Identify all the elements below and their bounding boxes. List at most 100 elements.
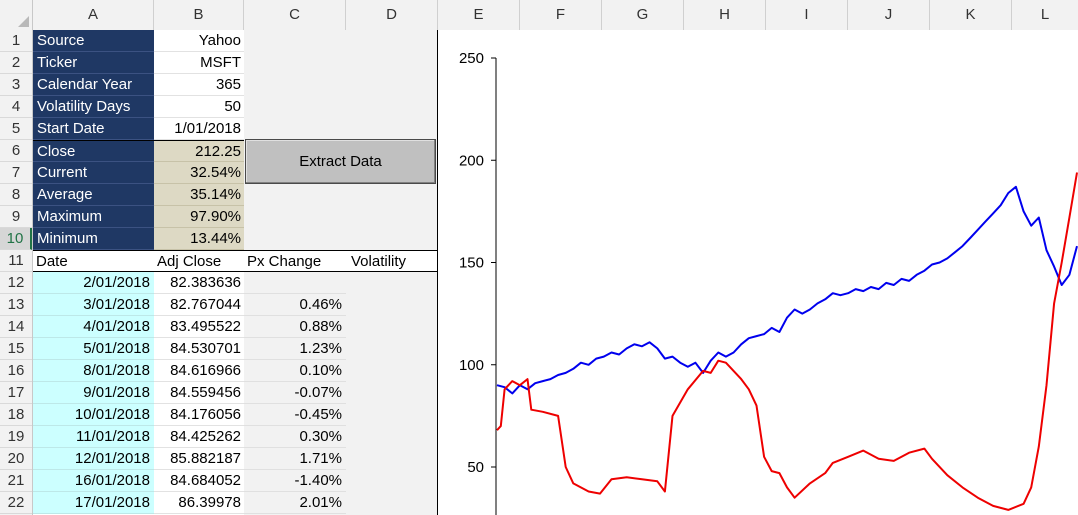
row-header-1[interactable]: 1 — [0, 30, 32, 52]
table-row-px-change[interactable]: -0.07% — [244, 382, 346, 404]
table-header-px-change[interactable]: Px Change — [244, 250, 346, 272]
table-row-date[interactable]: 5/01/2018 — [33, 338, 154, 360]
row-header-4[interactable]: 4 — [0, 96, 32, 118]
row-header-16[interactable]: 16 — [0, 360, 32, 382]
row-header-21[interactable]: 21 — [0, 470, 32, 492]
table-row-adj-close[interactable]: 84.616966 — [154, 360, 244, 382]
row-header-13[interactable]: 13 — [0, 294, 32, 316]
table-row-px-change[interactable]: 0.88% — [244, 316, 346, 338]
row-header-6[interactable]: 6 — [0, 140, 32, 162]
row-header-11[interactable]: 11 — [0, 250, 32, 272]
table-row-date[interactable]: 16/01/2018 — [33, 470, 154, 492]
stat-label-maximum[interactable]: Maximum — [33, 206, 154, 228]
stat-value-average[interactable]: 35.14% — [154, 184, 244, 206]
row-header-17[interactable]: 17 — [0, 382, 32, 404]
stat-label-current[interactable]: Current — [33, 162, 154, 184]
table-row-px-change[interactable]: 0.30% — [244, 426, 346, 448]
param-label-source[interactable]: Source — [33, 30, 154, 52]
col-header-A[interactable]: A — [33, 0, 154, 30]
table-row-date[interactable]: 11/01/2018 — [33, 426, 154, 448]
table-header-date[interactable]: Date — [33, 250, 154, 272]
extract-data-button[interactable]: Extract Data — [245, 139, 436, 184]
param-label-start-date[interactable]: Start Date — [33, 118, 154, 140]
table-row-adj-close[interactable]: 84.425262 — [154, 426, 244, 448]
table-row-date[interactable]: 9/01/2018 — [33, 382, 154, 404]
param-label-ticker[interactable]: Ticker — [33, 52, 154, 74]
table-row-date[interactable]: 8/01/2018 — [33, 360, 154, 382]
y-tick-label: 150 — [459, 255, 484, 272]
table-row-px-change[interactable]: 2.01% — [244, 492, 346, 514]
table-row-px-change[interactable] — [244, 272, 346, 294]
row-header-10[interactable]: 10 — [0, 228, 32, 250]
row-header-19[interactable]: 19 — [0, 426, 32, 448]
stat-value-current[interactable]: 32.54% — [154, 162, 244, 184]
table-row-px-change[interactable]: 0.10% — [244, 360, 346, 382]
table-header-adj-close[interactable]: Adj Close — [154, 250, 244, 272]
row-header-22[interactable]: 22 — [0, 492, 32, 514]
table-row-date[interactable]: 10/01/2018 — [33, 404, 154, 426]
col-header-I[interactable]: I — [766, 0, 848, 30]
row-header-15[interactable]: 15 — [0, 338, 32, 360]
select-all-corner[interactable] — [0, 0, 33, 30]
row-header-18[interactable]: 18 — [0, 404, 32, 426]
table-row-px-change[interactable]: -0.45% — [244, 404, 346, 426]
table-row-date[interactable]: 2/01/2018 — [33, 272, 154, 294]
table-row-px-change[interactable]: 1.71% — [244, 448, 346, 470]
table-row-adj-close[interactable]: 86.39978 — [154, 492, 244, 514]
table-row-date[interactable]: 12/01/2018 — [33, 448, 154, 470]
param-value-ticker[interactable]: MSFT — [154, 52, 244, 74]
row-header-9[interactable]: 9 — [0, 206, 32, 228]
param-label-volatility-days[interactable]: Volatility Days — [33, 96, 154, 118]
col-header-D[interactable]: D — [346, 0, 438, 30]
stat-label-close[interactable]: Close — [33, 140, 154, 162]
table-row-adj-close[interactable]: 84.530701 — [154, 338, 244, 360]
row-header-20[interactable]: 20 — [0, 448, 32, 470]
col-header-B[interactable]: B — [154, 0, 244, 30]
col-header-E[interactable]: E — [438, 0, 520, 30]
table-row-adj-close[interactable]: 84.559456 — [154, 382, 244, 404]
param-value-volatility-days[interactable]: 50 — [154, 96, 244, 118]
y-tick-label: 250 — [459, 50, 484, 67]
y-tick-label: 50 — [467, 459, 484, 476]
table-row-px-change[interactable]: 1.23% — [244, 338, 346, 360]
table-row-adj-close[interactable]: 84.176056 — [154, 404, 244, 426]
col-header-G[interactable]: G — [602, 0, 684, 30]
table-row-adj-close[interactable]: 83.495522 — [154, 316, 244, 338]
param-label-calendar-year[interactable]: Calendar Year — [33, 74, 154, 96]
stat-label-minimum[interactable]: Minimum — [33, 228, 154, 250]
param-value-calendar-year[interactable]: 365 — [154, 74, 244, 96]
row-header-5[interactable]: 5 — [0, 118, 32, 140]
table-row-adj-close[interactable]: 84.684052 — [154, 470, 244, 492]
price-volatility-chart[interactable]: 250 200 150 100 50 — [438, 30, 1078, 515]
table-row-adj-close[interactable]: 85.882187 — [154, 448, 244, 470]
worksheet-grid: Source Yahoo Ticker MSFT Calendar Year 3… — [33, 30, 1078, 515]
table-row-date[interactable]: 3/01/2018 — [33, 294, 154, 316]
col-header-C[interactable]: C — [244, 0, 346, 30]
col-header-H[interactable]: H — [684, 0, 766, 30]
col-header-L[interactable]: L — [1040, 6, 1050, 23]
row-header-2[interactable]: 2 — [0, 52, 32, 74]
col-header-F[interactable]: F — [520, 0, 602, 30]
y-tick-label: 100 — [459, 357, 484, 374]
stat-value-close[interactable]: 212.25 — [154, 140, 244, 162]
stat-value-maximum[interactable]: 97.90% — [154, 206, 244, 228]
stat-label-average[interactable]: Average — [33, 184, 154, 206]
chart-y-axis: 250 200 150 100 50 — [459, 50, 497, 515]
stat-value-minimum[interactable]: 13.44% — [154, 228, 244, 250]
table-row-adj-close[interactable]: 82.383636 — [154, 272, 244, 294]
param-value-source[interactable]: Yahoo — [154, 30, 244, 52]
row-header-7[interactable]: 7 — [0, 162, 32, 184]
table-row-px-change[interactable]: -1.40% — [244, 470, 346, 492]
row-header-3[interactable]: 3 — [0, 74, 32, 96]
table-row-px-change[interactable]: 0.46% — [244, 294, 346, 316]
table-header-volatility[interactable]: Volatility — [346, 250, 437, 272]
col-header-K[interactable]: K — [930, 0, 1012, 30]
table-row-date[interactable]: 4/01/2018 — [33, 316, 154, 338]
table-row-adj-close[interactable]: 82.767044 — [154, 294, 244, 316]
table-row-date[interactable]: 17/01/2018 — [33, 492, 154, 514]
row-header-8[interactable]: 8 — [0, 184, 32, 206]
param-value-start-date[interactable]: 1/01/2018 — [154, 118, 244, 140]
row-header-12[interactable]: 12 — [0, 272, 32, 294]
col-header-J[interactable]: J — [848, 0, 930, 30]
row-header-14[interactable]: 14 — [0, 316, 32, 338]
